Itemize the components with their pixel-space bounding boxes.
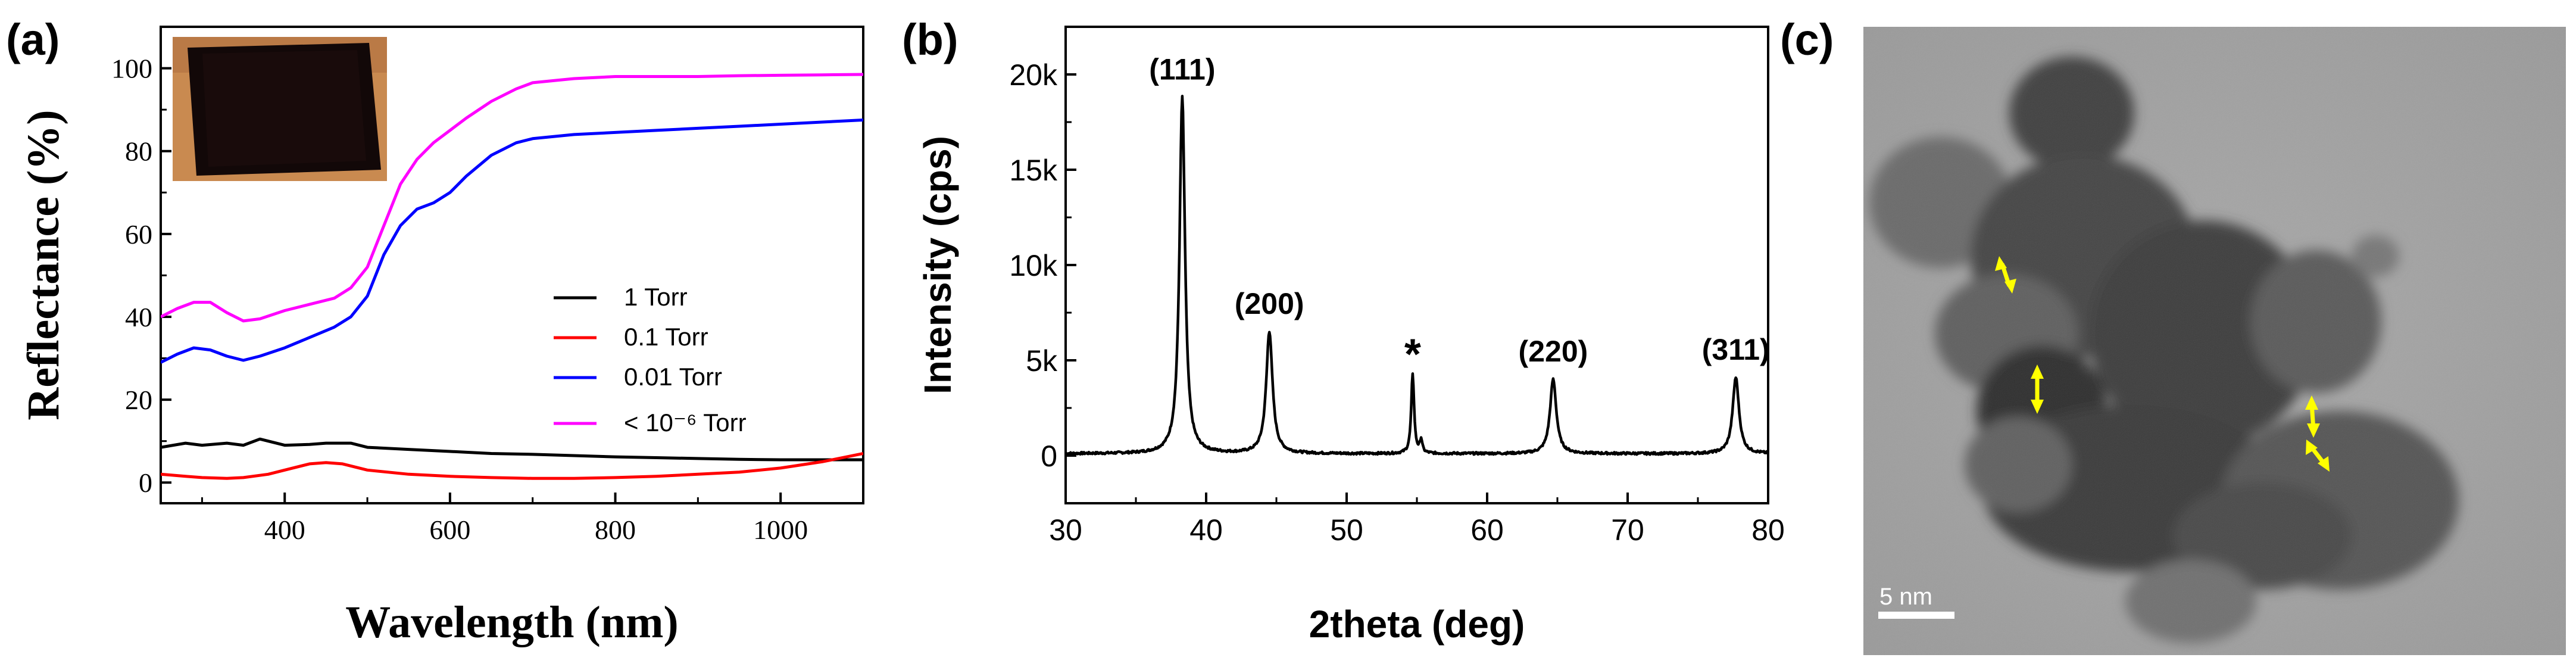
legend-item-1e-6-torr: < 10⁻⁶ Torr <box>554 409 747 437</box>
panel-a-label: (a) <box>6 15 60 64</box>
series-line-2 <box>161 119 863 364</box>
panel-a-x-axis-title: Wavelength (nm) <box>345 597 678 647</box>
y-tick-label: 15k <box>1009 154 1058 187</box>
series-line-0 <box>161 437 863 462</box>
peak-label: * <box>1404 331 1421 378</box>
panel-b-y-axis-title: Intensity (cps) <box>916 136 959 394</box>
scale-bar: 5 nm <box>1878 584 1954 619</box>
arrow-marker-icon <box>2305 395 2320 438</box>
panel-a-ticks: 400 600 800 1000 0 20 40 60 80 100 <box>111 54 864 545</box>
lattice-markers <box>1995 256 2330 472</box>
x-tick-label: 800 <box>595 515 636 545</box>
y-tick-label: 40 <box>125 302 152 332</box>
arrow-marker-icon <box>1995 256 2016 294</box>
y-tick-label: 0 <box>1041 440 1057 473</box>
svg-text:< 10⁻⁶ Torr: < 10⁻⁶ Torr <box>624 409 747 437</box>
x-tick-label: 60 <box>1470 513 1504 547</box>
series-line-3 <box>161 73 863 323</box>
panel-a-series <box>161 73 863 480</box>
y-tick-label: 80 <box>125 136 152 167</box>
peak-label: (111) <box>1149 52 1215 86</box>
panel-b-label: (b) <box>902 15 958 64</box>
legend-item-0.01-torr: 0.01 Torr <box>554 363 722 391</box>
y-tick-label: 60 <box>125 219 152 250</box>
svg-text:1 Torr: 1 Torr <box>624 283 688 311</box>
y-tick-label: 0 <box>139 468 152 498</box>
x-tick-label: 1000 <box>753 515 808 545</box>
svg-text:0.01 Torr: 0.01 Torr <box>624 363 722 391</box>
scale-bar-line <box>1878 612 1954 619</box>
inset-photo <box>173 37 387 181</box>
peak-label: (311) <box>1702 333 1770 366</box>
x-tick-label: 600 <box>429 515 470 545</box>
x-tick-label: 40 <box>1189 513 1223 547</box>
svg-text:0.1 Torr: 0.1 Torr <box>624 323 708 351</box>
panel-b: (b) 30 40 50 60 70 80 0 5k 10k 15k 20k (111) (200) *… <box>902 15 1785 646</box>
y-tick-label: 100 <box>111 54 152 84</box>
panel-b-x-axis-title: 2theta (deg) <box>1309 603 1525 646</box>
panel-c-label: (c) <box>1780 15 1834 64</box>
series-line-1 <box>161 452 863 480</box>
x-tick-label: 70 <box>1611 513 1644 547</box>
legend-item-1-torr: 1 Torr <box>554 283 688 311</box>
legend-item-0.1-torr: 0.1 Torr <box>554 323 708 351</box>
x-tick-label: 80 <box>1751 513 1785 547</box>
panel-a-y-axis-title: Reflectance (%) <box>18 110 68 420</box>
x-tick-label: 400 <box>264 515 305 545</box>
panel-b-series <box>1066 95 1768 456</box>
panel-b-ticks: 30 40 50 60 70 80 0 5k 10k 15k 20k <box>1009 58 1784 547</box>
x-tick-label: 30 <box>1049 513 1082 547</box>
x-tick-label: 50 <box>1330 513 1363 547</box>
panel-c: (c) <box>1780 15 2566 655</box>
panel-b-peak-labels: (111) (200) * (220) (311) <box>1149 52 1769 378</box>
panel-a-plot-frame <box>160 26 864 504</box>
arrow-marker-icon <box>2306 440 2330 472</box>
peak-label: (200) <box>1235 287 1304 320</box>
panel-a-legend: 1 Torr 0.1 Torr 0.01 Torr < 10⁻⁶ Torr <box>554 283 747 437</box>
panel-a: (a) 400 600 800 1000 0 20 40 60 80 100 1 Torr 0.1… <box>6 15 864 647</box>
xrd-trace <box>1066 95 1768 456</box>
y-tick-label: 20 <box>125 385 152 415</box>
arrow-marker-icon <box>2031 364 2044 414</box>
y-tick-label: 20k <box>1009 58 1058 92</box>
y-tick-label: 5k <box>1026 344 1058 378</box>
y-tick-label: 10k <box>1009 249 1058 282</box>
scale-bar-label: 5 nm <box>1879 584 1932 610</box>
peak-label: (220) <box>1519 335 1588 368</box>
tem-image <box>1863 27 2566 655</box>
